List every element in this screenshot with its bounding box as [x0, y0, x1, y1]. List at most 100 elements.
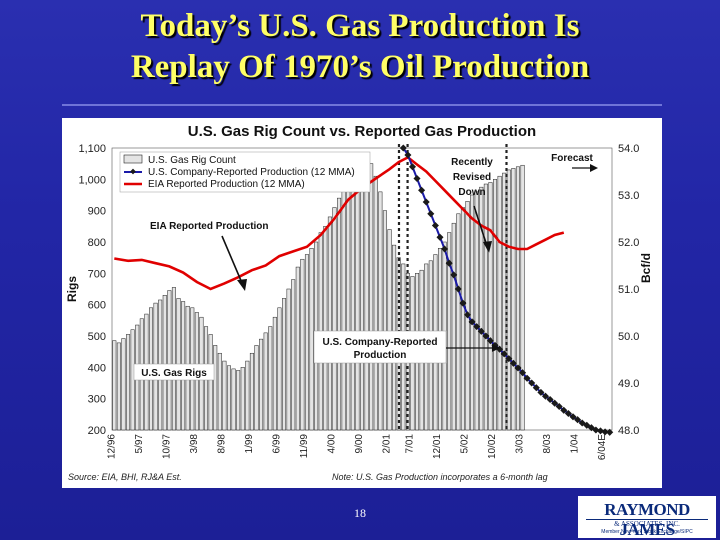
rig-bar: [296, 267, 299, 430]
rig-bar: [209, 334, 212, 430]
y-tick-label: 800: [88, 237, 106, 249]
rig-bar: [241, 367, 244, 430]
revised-label: Revised: [453, 172, 491, 183]
rig-bar: [278, 308, 281, 430]
rig-bar: [328, 217, 331, 430]
y-tick-label: 200: [88, 425, 106, 437]
x-tick-label: 1/04: [570, 434, 581, 454]
company-production-marker: [436, 234, 443, 241]
company-production-marker: [446, 260, 453, 267]
y2-tick-label: 49.0: [618, 378, 639, 390]
forecast-label: Forecast: [551, 153, 593, 164]
rig-bar: [383, 211, 386, 430]
company-production-marker: [459, 300, 466, 307]
x-tick-label: 8/03: [542, 434, 553, 454]
rig-bar: [351, 176, 354, 430]
y2-tick-label: 48.0: [618, 425, 639, 437]
title-divider: [62, 104, 662, 106]
y-tick-label: 1,100: [78, 143, 106, 155]
y2-tick-label: 50.0: [618, 331, 639, 343]
y2-axis-label: Bcf/d: [639, 253, 653, 283]
x-tick-label: 1/99: [244, 434, 255, 454]
rig-bar: [521, 165, 524, 430]
rig-bar: [301, 259, 304, 430]
x-tick-label: 2/01: [382, 434, 393, 454]
rig-bar: [213, 345, 216, 430]
logo-subtitle: & ASSOCIATES, INC.: [582, 520, 712, 528]
revised-label: Down: [458, 187, 485, 198]
rig-bar: [356, 167, 359, 430]
rig-bar: [172, 287, 175, 430]
rig-bar: [388, 229, 391, 430]
rig-bar: [342, 189, 345, 430]
x-tick-label: 4/00: [326, 434, 337, 454]
rig-bar: [337, 198, 340, 430]
company-production-marker: [427, 210, 434, 217]
rig-bar: [461, 208, 464, 430]
company-production-marker: [418, 187, 425, 194]
forecast-arrowhead: [590, 164, 598, 172]
x-tick-label: 11/99: [299, 434, 310, 459]
y-tick-label: 600: [88, 300, 106, 312]
rig-bar: [291, 280, 294, 430]
rig-bar: [305, 255, 308, 430]
raymond-james-logo: RAYMOND JAMES & ASSOCIATES, INC. Member …: [578, 496, 716, 538]
gas-rig-chart: U.S. Gas Rig Count vs. Reported Gas Prod…: [62, 118, 662, 488]
rig-bar: [457, 214, 460, 430]
y2-tick-label: 53.0: [618, 190, 639, 202]
rig-bar: [475, 192, 478, 430]
eia-arrow: [222, 236, 242, 283]
rig-bar: [369, 164, 372, 430]
rig-bar: [512, 168, 515, 430]
company-production-marker: [432, 222, 439, 229]
eia-arrowhead: [237, 279, 247, 291]
y-axis-label: Rigs: [65, 276, 79, 302]
rig-bar: [493, 179, 496, 430]
rig-bar: [122, 339, 125, 430]
rig-bar: [365, 159, 368, 430]
chart-panel: U.S. Gas Rig Count vs. Reported Gas Prod…: [62, 118, 662, 488]
x-tick-label: 10/97: [161, 434, 172, 459]
legend-swatch-rigs: [124, 155, 142, 163]
x-tick-label: 5/02: [460, 434, 471, 454]
company-annotation: U.S. Company-Reported: [322, 337, 437, 348]
y2-tick-label: 52.0: [618, 237, 639, 249]
rig-bar: [484, 184, 487, 430]
x-tick-label: 7/01: [404, 434, 415, 454]
rig-bar: [452, 223, 455, 430]
y2-tick-label: 51.0: [618, 284, 639, 296]
x-tick-label: 12/96: [106, 434, 117, 459]
x-tick-label: 6/99: [271, 434, 282, 454]
company-production-marker: [455, 285, 462, 292]
rig-bar: [259, 339, 262, 430]
rig-bar: [269, 327, 272, 430]
company-production-marker: [441, 245, 448, 252]
x-tick-label: 9/00: [354, 434, 365, 454]
y2-tick-label: 54.0: [618, 143, 639, 155]
eia-annotation: EIA Reported Production: [150, 221, 269, 232]
lag-note: Note: U.S. Gas Production incorporates a…: [332, 472, 548, 482]
rig-bar: [282, 298, 285, 430]
x-tick-label: 3/03: [515, 434, 526, 454]
rig-bar: [324, 226, 327, 430]
rig-bar: [374, 176, 377, 430]
rig-bar: [310, 248, 313, 430]
rig-bar: [333, 208, 336, 430]
rig-bar: [360, 161, 363, 430]
y-tick-label: 500: [88, 331, 106, 343]
rig-bar: [264, 333, 267, 430]
y-tick-label: 1,000: [78, 174, 106, 186]
x-tick-label: 10/02: [487, 434, 498, 459]
rigs-annotation: U.S. Gas Rigs: [141, 368, 207, 379]
rig-bar: [227, 366, 230, 430]
rig-bar: [498, 176, 501, 430]
y-tick-label: 300: [88, 394, 106, 406]
rig-bar: [250, 353, 253, 430]
legend-label-company: U.S. Company-Reported Production (12 MMA…: [148, 167, 355, 178]
x-tick-label: 12/01: [432, 434, 443, 459]
rig-bar: [117, 343, 120, 430]
legend-label-eia: EIA Reported Production (12 MMA): [148, 179, 305, 190]
slide-title: Today’s U.S. Gas Production Is Replay Of…: [0, 6, 720, 88]
y-tick-label: 400: [88, 362, 106, 374]
rig-bar: [470, 195, 473, 430]
